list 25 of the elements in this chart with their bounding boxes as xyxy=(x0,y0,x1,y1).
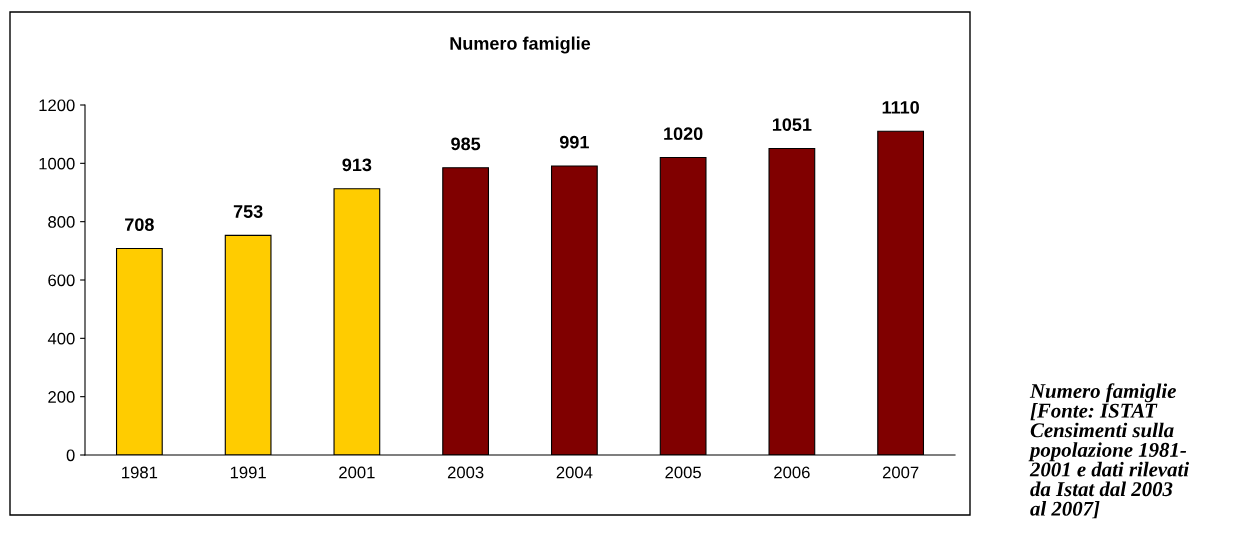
y-tick-label: 200 xyxy=(48,391,75,403)
data-label: 991 xyxy=(559,135,589,149)
data-label: 1020 xyxy=(664,127,703,141)
x-tick-label: 1981 xyxy=(122,466,158,479)
x-tick-label: 2004 xyxy=(556,466,593,479)
x-tick-label: 2001 xyxy=(339,466,375,479)
data-label: 985 xyxy=(451,137,481,151)
data-label: 753 xyxy=(233,205,263,218)
y-tick-label: 600 xyxy=(48,274,75,287)
y-tick-label: 1200 xyxy=(39,99,75,112)
data-label: 1051 xyxy=(772,118,812,131)
y-tick-label: 0 xyxy=(66,449,75,462)
x-tick-label: 2006 xyxy=(774,466,810,479)
text: Numero famiglie [Fonte: ISTAT Censimenti sulla popolazione 1981- 2001 e dati rilevati da Istat dal 2003 al 2007] xyxy=(1028,383,1190,519)
data-label: 1110 xyxy=(882,101,919,114)
chart-title: Numero famiglie xyxy=(450,36,591,54)
data-label: 913 xyxy=(342,158,372,172)
x-tick-label: 2007 xyxy=(882,466,919,479)
x-tick-label: 2003 xyxy=(447,466,484,479)
y-tick-label: 800 xyxy=(48,216,75,228)
y-tick-label: 400 xyxy=(47,332,75,345)
data-label: 708 xyxy=(125,218,154,232)
x-tick-label: 2005 xyxy=(665,466,701,479)
y-tick-label: 1000 xyxy=(39,157,75,170)
x-tick-label: 1991 xyxy=(230,466,266,479)
